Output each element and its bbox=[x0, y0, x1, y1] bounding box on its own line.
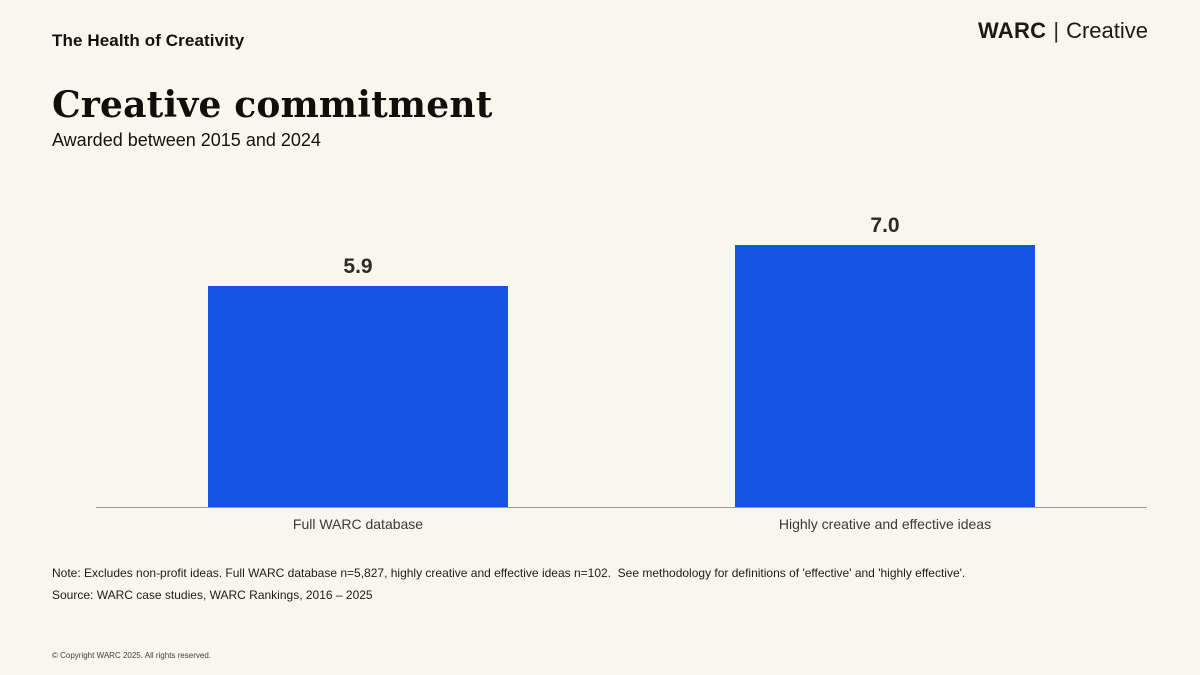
footnote-source: Source: WARC case studies, WARC Rankings… bbox=[52, 588, 373, 602]
bar-group-full-warc-database: 5.9 bbox=[208, 255, 508, 507]
bar-value-label: 5.9 bbox=[343, 255, 373, 278]
report-eyebrow: The Health of Creativity bbox=[52, 31, 245, 50]
bar-full-warc-database bbox=[208, 286, 508, 507]
logo-separator: | bbox=[1053, 18, 1060, 43]
copyright-line: © Copyright WARC 2025. All rights reserv… bbox=[52, 651, 211, 660]
chart-title: Creative commitment bbox=[52, 84, 493, 126]
bar-value-label: 7.0 bbox=[870, 214, 900, 237]
category-label-full-warc-database: Full WARC database bbox=[292, 516, 424, 532]
chart-subtitle: Awarded between 2015 and 2024 bbox=[52, 130, 321, 150]
bar-group-highly-creative-effective: 7.0 bbox=[735, 214, 1035, 507]
category-label-highly-creative-effective: Highly creative and effective ideas bbox=[778, 516, 992, 532]
footnote-note: Note: Excludes non-profit ideas. Full WA… bbox=[52, 566, 966, 580]
warc-creative-logo: WARC | Creative bbox=[978, 18, 1148, 44]
bar-highly-creative-effective bbox=[735, 245, 1035, 507]
x-axis-line bbox=[96, 507, 1147, 508]
logo-brand: WARC bbox=[977, 18, 1047, 43]
logo-suffix: Creative bbox=[1066, 18, 1148, 43]
